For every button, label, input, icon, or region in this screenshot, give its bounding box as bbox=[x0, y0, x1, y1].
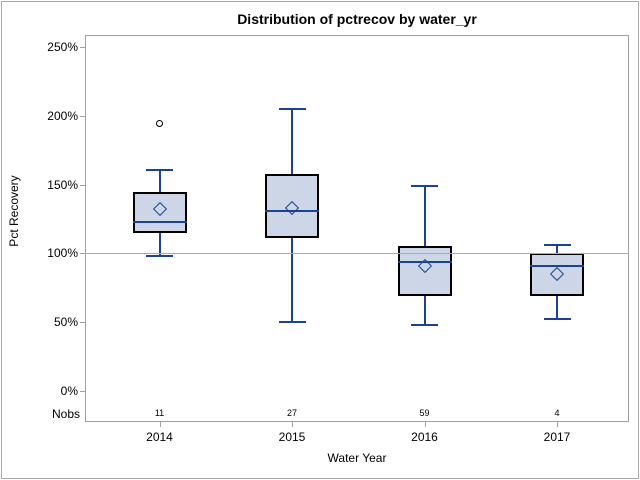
whisker-upper-cap bbox=[411, 185, 438, 187]
x-tick-mark bbox=[557, 422, 558, 427]
y-tick-label: 0% bbox=[60, 384, 78, 398]
y-tick-mark bbox=[80, 253, 85, 254]
box bbox=[132, 192, 187, 233]
x-axis-title: Water Year bbox=[327, 451, 387, 465]
median-line bbox=[530, 265, 584, 267]
y-tick-label: 150% bbox=[47, 178, 78, 192]
y-tick-label: 200% bbox=[47, 109, 78, 123]
whisker-upper-stem bbox=[423, 186, 426, 246]
y-axis-title: Pct Recovery bbox=[7, 175, 21, 247]
median-line bbox=[265, 210, 319, 212]
whisker-upper-stem bbox=[158, 170, 161, 192]
y-tick-mark bbox=[80, 116, 85, 117]
y-tick-label: 50% bbox=[53, 315, 78, 329]
outlier-marker bbox=[156, 119, 163, 127]
whisker-lower-cap bbox=[278, 321, 306, 323]
reference-line-100pct bbox=[85, 253, 629, 254]
box bbox=[265, 174, 319, 238]
whisker-upper-stem bbox=[556, 245, 558, 253]
box bbox=[397, 246, 452, 296]
nobs-value: 59 bbox=[419, 408, 430, 418]
whisker-upper-stem bbox=[291, 109, 293, 174]
x-category-label: 2015 bbox=[278, 430, 306, 444]
y-tick-mark bbox=[80, 391, 85, 392]
whisker-upper-cap bbox=[543, 244, 571, 246]
y-tick-label: 250% bbox=[47, 40, 78, 54]
whisker-lower-stem bbox=[556, 296, 558, 319]
x-tick-mark bbox=[292, 422, 293, 427]
whisker-lower-cap bbox=[543, 318, 571, 320]
chart-title: Distribution of pctrecov by water_yr bbox=[237, 11, 477, 27]
y-tick-mark bbox=[80, 322, 85, 323]
y-tick-label: 100% bbox=[47, 246, 78, 260]
y-tick-mark bbox=[80, 185, 85, 186]
x-category-label: 2017 bbox=[543, 430, 571, 444]
whisker-lower-stem bbox=[291, 238, 293, 322]
nobs-value: 27 bbox=[286, 408, 297, 418]
x-tick-mark bbox=[424, 422, 426, 427]
x-tick-mark bbox=[159, 422, 161, 427]
plot-frame bbox=[85, 35, 629, 422]
x-category-label: 2016 bbox=[411, 430, 438, 444]
whisker-upper-cap bbox=[278, 108, 306, 110]
y-tick-mark bbox=[80, 47, 85, 48]
nobs-value: 11 bbox=[154, 408, 165, 418]
whisker-lower-stem bbox=[158, 233, 161, 256]
whisker-lower-stem bbox=[423, 296, 426, 325]
median-line bbox=[132, 221, 187, 223]
nobs-row-label: Nobs bbox=[51, 407, 80, 421]
whisker-upper-cap bbox=[146, 169, 173, 171]
median-line bbox=[397, 261, 452, 263]
nobs-value: 4 bbox=[554, 408, 560, 418]
box bbox=[530, 253, 584, 296]
x-category-label: 2014 bbox=[146, 430, 173, 444]
whisker-lower-cap bbox=[146, 255, 173, 257]
whisker-lower-cap bbox=[411, 324, 438, 326]
